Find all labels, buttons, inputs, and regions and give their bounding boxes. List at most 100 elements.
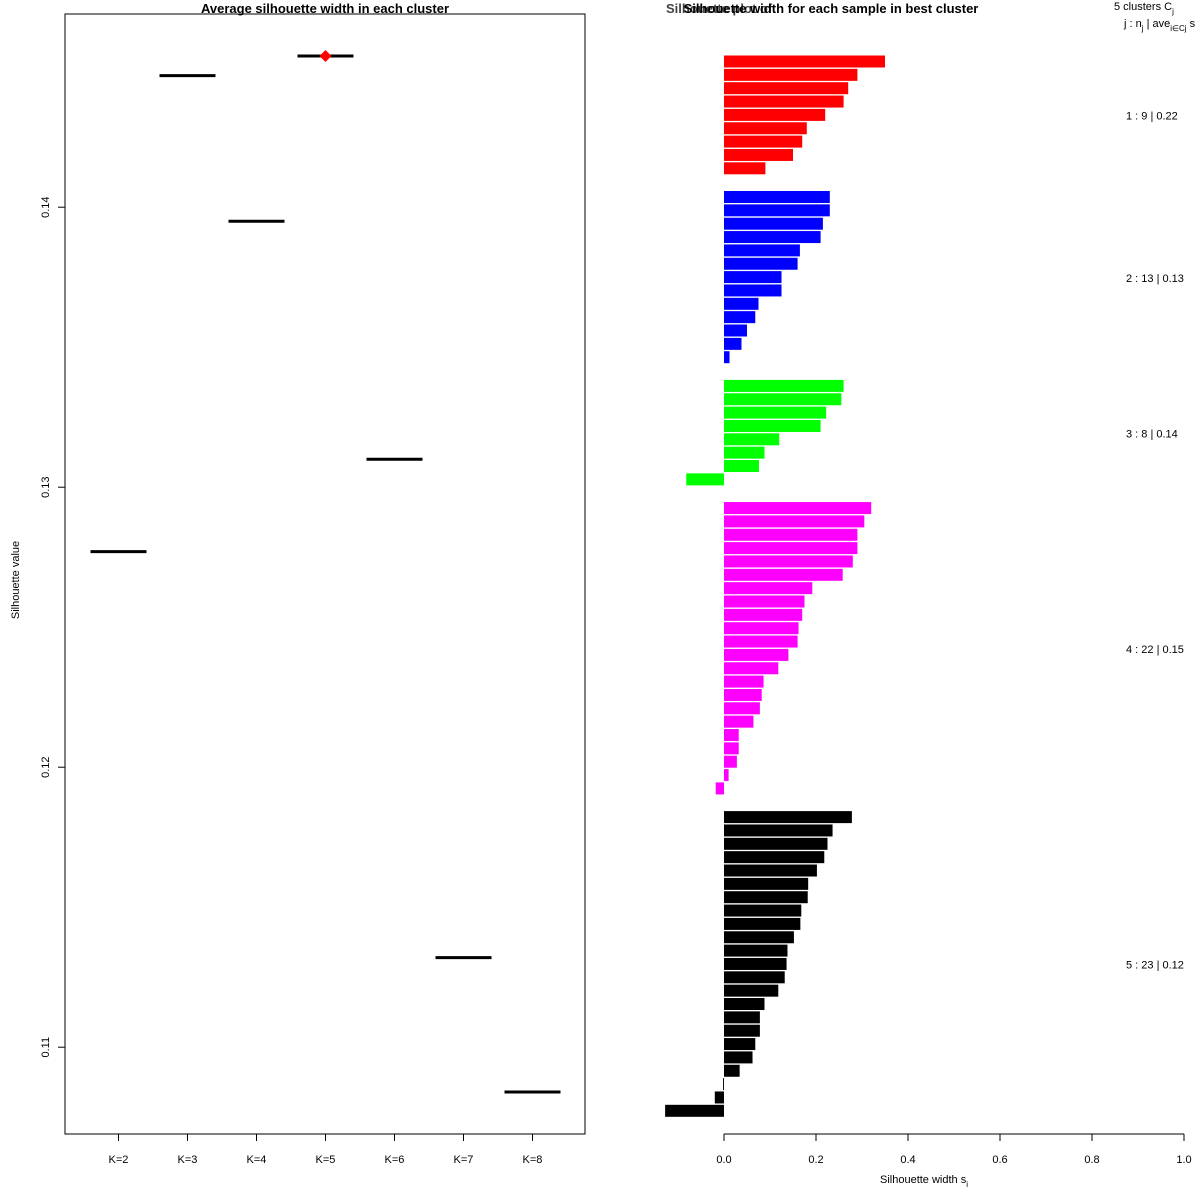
- silhouette-bar: [724, 1064, 740, 1077]
- silhouette-bar: [724, 769, 729, 782]
- right-x-tick-label: 0.8: [1084, 1154, 1099, 1166]
- silhouette-bar: [724, 837, 828, 850]
- silhouette-bar: [724, 688, 762, 701]
- silhouette-bar: [724, 648, 789, 661]
- silhouette-bar: [724, 891, 808, 904]
- silhouette-bar: [724, 984, 779, 997]
- silhouette-bar: [724, 1024, 760, 1037]
- silhouette-bar: [724, 811, 852, 824]
- silhouette-bar: [724, 1051, 753, 1064]
- silhouette-bar: [724, 515, 865, 528]
- left-x-tick-label: K=5: [316, 1154, 336, 1166]
- silhouette-bar: [724, 622, 799, 635]
- silhouette-bar: [724, 446, 765, 459]
- cluster-summary-label: 4 : 22 | 0.15: [1126, 644, 1184, 656]
- left-x-tick-label: K=6: [385, 1154, 405, 1166]
- silhouette-bar: [724, 555, 853, 568]
- silhouette-bar: [724, 68, 858, 81]
- silhouette-bar: [724, 311, 756, 324]
- left-chart: Average silhouette width in each cluster…: [10, 1, 586, 1166]
- silhouette-bar: [724, 528, 858, 541]
- silhouette-bar: [724, 406, 827, 419]
- left-x-tick-label: K=8: [523, 1154, 543, 1166]
- silhouette-bar: [724, 433, 780, 446]
- silhouette-bar: [724, 742, 739, 755]
- right-x-tick-label: 1.0: [1176, 1154, 1191, 1166]
- best-k-marker: [319, 50, 332, 62]
- silhouette-bar: [724, 351, 730, 364]
- silhouette-bar: [724, 217, 823, 230]
- silhouette-bar: [724, 1011, 760, 1024]
- left-y-axis: 0.11 0.12 0.13 0.14: [40, 196, 65, 1057]
- silhouette-bar: [724, 191, 830, 204]
- silhouette-bar: [724, 271, 782, 284]
- silhouette-bar: [724, 729, 739, 742]
- silhouette-bar: [724, 851, 825, 864]
- silhouette-bar: [724, 715, 754, 728]
- silhouette-bar: [724, 297, 759, 310]
- silhouette-bar: [724, 122, 807, 135]
- silhouette-bar: [724, 568, 843, 581]
- left-x-tick-label: K=4: [247, 1154, 267, 1166]
- silhouette-bar: [715, 782, 724, 795]
- silhouette-bar: [724, 675, 764, 688]
- left-chart-marks: [90, 50, 561, 1094]
- left-y-tick-label: 0.11: [40, 1037, 52, 1058]
- silhouette-bar: [724, 204, 830, 217]
- silhouette-bar: [724, 460, 759, 473]
- cluster-summary-labels: 1 : 9 | 0.22 2 : 13 | 0.13 3 : 8 | 0.14 4 :…: [1126, 111, 1184, 972]
- left-x-tick-label: K=2: [109, 1154, 129, 1166]
- silhouette-bar: [724, 148, 793, 161]
- right-x-tick-label: 0.0: [716, 1154, 731, 1166]
- right-chart-title: Silhouette width for each sample in best…: [684, 1, 979, 16]
- silhouette-bar: [724, 95, 844, 108]
- silhouette-bar: [724, 82, 849, 95]
- right-chart: Silhouette plot of Silhouette width for …: [665, 1, 1196, 1189]
- cluster-summary-label: 3 : 8 | 0.14: [1126, 428, 1178, 440]
- silhouette-bar: [724, 542, 858, 555]
- legend-header-line1: 5 clusters Cj: [1114, 1, 1174, 16]
- left-x-tick-label: K=3: [178, 1154, 198, 1166]
- silhouette-bar: [724, 244, 800, 257]
- silhouette-bar: [724, 108, 826, 121]
- silhouette-bar: [724, 135, 803, 148]
- silhouette-bar: [724, 502, 872, 515]
- cluster-summary-label: 2 : 13 | 0.13: [1126, 273, 1184, 285]
- silhouette-bar: [665, 1104, 724, 1117]
- right-x-axis: 0.0 0.2 0.4 0.6 0.8 1.0: [716, 1133, 1192, 1166]
- silhouette-bar: [686, 473, 724, 486]
- silhouette-bar: [724, 231, 821, 244]
- right-chart-title-overlap: Silhouette plot of: [666, 1, 773, 16]
- left-plot-frame: [64, 13, 586, 1135]
- silhouette-bar: [724, 379, 844, 392]
- left-y-tick-label: 0.12: [40, 756, 52, 777]
- silhouette-bar: [724, 162, 766, 175]
- silhouette-bar: [724, 904, 802, 917]
- right-x-tick-label: 0.6: [992, 1154, 1007, 1166]
- right-x-tick-label: 0.2: [808, 1154, 823, 1166]
- silhouette-bar: [724, 702, 760, 715]
- left-y-tick-label: 0.14: [40, 196, 52, 217]
- silhouette-bar: [724, 971, 785, 984]
- silhouette-bar: [724, 595, 805, 608]
- silhouette-bar: [724, 419, 821, 432]
- silhouette-bar: [723, 1078, 724, 1091]
- left-x-tick-label: K=7: [454, 1154, 474, 1166]
- silhouette-bar: [724, 824, 833, 837]
- silhouette-bar: [724, 582, 813, 595]
- silhouette-bar: [724, 324, 747, 337]
- silhouette-bar: [714, 1091, 724, 1104]
- legend-header: 5 clusters Cj j : nj | avei∈Cj s: [1114, 1, 1196, 33]
- silhouette-bar: [724, 337, 742, 350]
- silhouette-bar: [724, 755, 737, 768]
- silhouette-bar: [724, 284, 782, 297]
- left-x-axis: K=2 K=3 K=4 K=5 K=6 K=7 K=8: [109, 1134, 543, 1166]
- cluster-summary-label: 5 : 23 | 0.12: [1126, 960, 1184, 972]
- silhouette-bar: [724, 944, 788, 957]
- silhouette-bar: [724, 877, 809, 890]
- legend-header-line2: j : nj | avei∈Cj s: [1123, 18, 1196, 33]
- silhouette-bar: [724, 864, 817, 877]
- right-chart-bars: [665, 55, 885, 1117]
- left-chart-title: Average silhouette width in each cluster: [201, 1, 449, 16]
